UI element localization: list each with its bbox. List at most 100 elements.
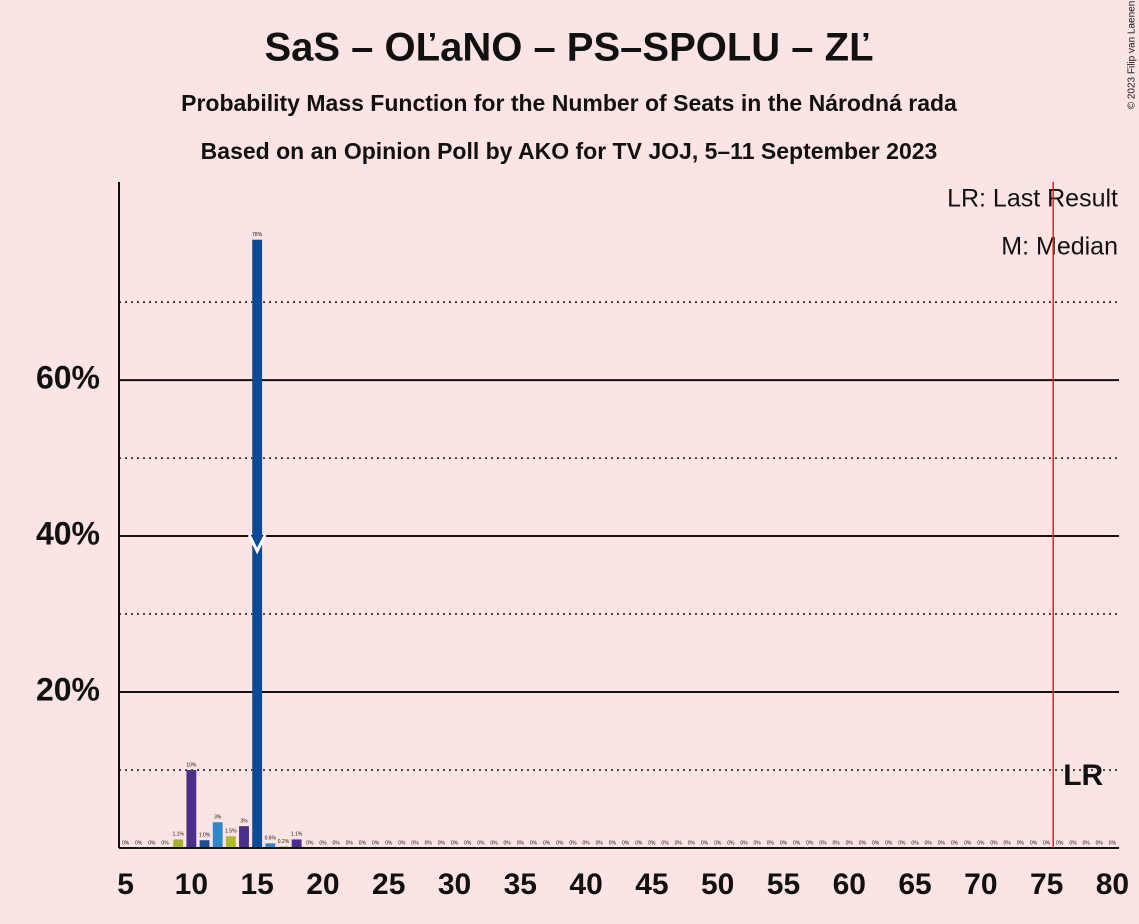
value-label: 0% xyxy=(898,840,906,846)
value-label: 0% xyxy=(609,840,617,846)
value-label: 0% xyxy=(1043,840,1051,846)
value-label: 0% xyxy=(1069,840,1077,846)
x-tick-label: 10 xyxy=(175,868,208,901)
value-label: 0% xyxy=(1017,840,1025,846)
value-label: 0% xyxy=(740,840,748,846)
value-label: 0% xyxy=(306,840,314,846)
x-tick-label: 25 xyxy=(372,868,405,901)
value-label: 0% xyxy=(911,840,919,846)
value-label: 78% xyxy=(252,232,263,238)
x-tick-label: 40 xyxy=(569,868,602,901)
bar xyxy=(291,839,302,848)
value-label: 10% xyxy=(186,762,197,768)
value-label: 0% xyxy=(556,840,564,846)
x-tick-label: 50 xyxy=(701,868,734,901)
value-label: 0% xyxy=(675,840,683,846)
value-label: 0% xyxy=(859,840,867,846)
bar xyxy=(239,826,249,848)
value-label: 0% xyxy=(438,840,446,846)
value-label: 0% xyxy=(661,840,669,846)
copyright: © 2023 Filip van Laenen xyxy=(1127,1,1138,110)
value-label: 0% xyxy=(569,840,577,846)
value-label: 0% xyxy=(925,840,933,846)
value-label: 0% xyxy=(425,840,433,846)
y-tick-label: 40% xyxy=(36,516,100,552)
value-label: 0% xyxy=(135,840,143,846)
x-tick-label: 80 xyxy=(1096,868,1129,901)
value-label: 0% xyxy=(793,840,801,846)
value-label: 0% xyxy=(517,840,525,846)
bar xyxy=(186,770,197,848)
value-label: 0% xyxy=(1096,840,1104,846)
value-label: 0% xyxy=(938,840,946,846)
legend-entry: LR: Last Result xyxy=(947,185,1118,213)
bar xyxy=(212,822,223,848)
value-label: 0% xyxy=(504,840,512,846)
value-label: 0% xyxy=(635,840,643,846)
chart-subtitle: Based on an Opinion Poll by AKO for TV J… xyxy=(201,138,938,164)
value-label: 0% xyxy=(596,840,604,846)
y-tick-label: 60% xyxy=(36,360,100,396)
value-label: 0% xyxy=(1004,840,1012,846)
value-label: 0% xyxy=(359,840,367,846)
x-tick-label: 60 xyxy=(833,868,866,901)
value-label: 0% xyxy=(346,840,354,846)
x-tick-label: 20 xyxy=(306,868,339,901)
value-label: 0% xyxy=(319,840,327,846)
value-label: 0% xyxy=(1109,840,1117,846)
x-tick-label: 45 xyxy=(635,868,668,901)
value-label: 0% xyxy=(701,840,709,846)
value-label: 0% xyxy=(832,840,840,846)
x-tick-label: 35 xyxy=(504,868,537,901)
value-label: 0% xyxy=(688,840,696,846)
y-tick-label: 20% xyxy=(36,671,100,707)
value-label: 0% xyxy=(767,840,775,846)
value-label: 0% xyxy=(872,840,880,846)
x-tick-label: 15 xyxy=(240,868,273,901)
value-label: 0% xyxy=(819,840,827,846)
x-tick-label: 75 xyxy=(1030,868,1063,901)
bar xyxy=(199,840,210,848)
value-label: 0% xyxy=(964,840,972,846)
value-label: 0% xyxy=(806,840,814,846)
last-result-label: LR xyxy=(1063,759,1103,792)
value-label: 1.5% xyxy=(225,829,237,835)
value-label: 1.1% xyxy=(291,832,303,838)
value-label: 0.2% xyxy=(278,839,290,845)
chart-subtitle: Probability Mass Function for the Number… xyxy=(181,90,957,116)
value-label: 0% xyxy=(582,840,590,846)
x-tick-label: 30 xyxy=(438,868,471,901)
value-label: 0% xyxy=(490,840,498,846)
value-label: 0% xyxy=(780,840,788,846)
value-label: 0% xyxy=(372,840,380,846)
bar xyxy=(173,839,184,848)
value-label: 0% xyxy=(622,840,630,846)
value-label: 0% xyxy=(530,840,538,846)
value-label: 0% xyxy=(161,840,169,846)
value-label: 0% xyxy=(1030,840,1038,846)
value-label: 0.6% xyxy=(265,836,277,842)
value-label: 0% xyxy=(846,840,854,846)
bar xyxy=(225,836,236,848)
bar xyxy=(265,843,276,848)
value-label: 0% xyxy=(411,840,419,846)
value-label: 0% xyxy=(332,840,340,846)
value-label: 0% xyxy=(727,840,735,846)
value-label: 1.0% xyxy=(199,833,211,839)
bar xyxy=(252,239,263,848)
x-tick-label: 5 xyxy=(117,868,134,901)
value-label: 1.1% xyxy=(173,832,185,838)
value-label: 0% xyxy=(951,840,959,846)
x-tick-label: 65 xyxy=(898,868,931,901)
value-label: 0% xyxy=(464,840,472,846)
median-marker xyxy=(247,534,267,555)
legend-entry: M: Median xyxy=(1001,233,1118,261)
value-label: 0% xyxy=(122,840,130,846)
x-tick-label: 70 xyxy=(964,868,997,901)
value-label: 0% xyxy=(477,840,485,846)
value-label: 0% xyxy=(451,840,459,846)
value-label: 0% xyxy=(148,840,156,846)
value-label: 0% xyxy=(385,840,393,846)
chart-title: SaS – OĽaNO – PS–SPOLU – ZĽ xyxy=(264,26,873,70)
